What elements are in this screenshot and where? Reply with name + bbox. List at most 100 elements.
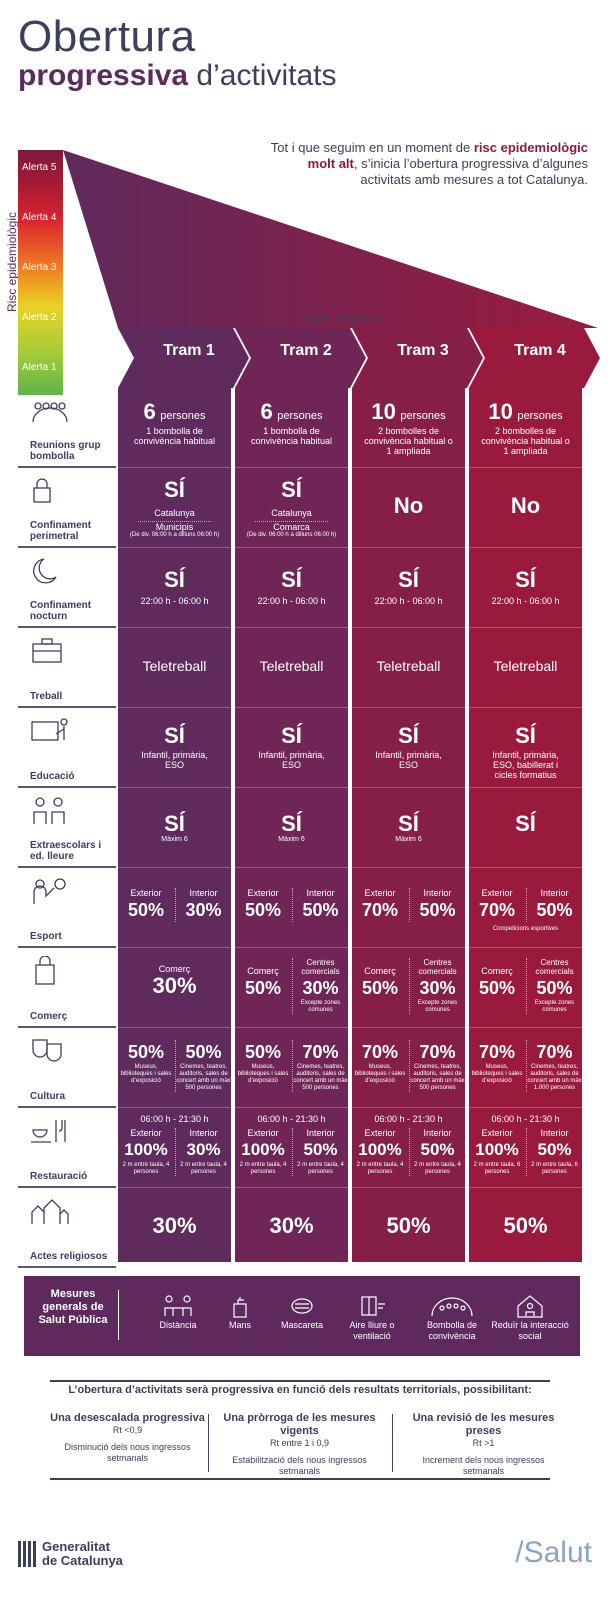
cell-treball: Teletreball [118,628,231,708]
theatre-masks-icon [30,1036,70,1066]
cell-religiosos: 50% [469,1188,582,1268]
cell-extraescolars: SÍ Màxim 6 [235,788,348,868]
cell-cultura: 50% Museus, biblioteques i sales d’exposi… [118,1028,231,1108]
measures-title: Mesures generals de Salut Pública [38,1288,108,1326]
padlock-icon [30,476,70,506]
cell-reunions: 6 persones 1 bombolla de convivència habi… [118,388,231,468]
measure-1: Distància [138,1292,218,1331]
window-air-icon [332,1292,412,1320]
cell-nocturn: SÍ 22:00 h - 06:00 h [352,548,465,628]
row-label-text: Confinament nocturn [30,600,92,622]
alert-1: Alerta 1 [22,362,57,373]
cell-esport: Exterior 50% Interior 30% [118,868,231,948]
cell-extraescolars: SÍ Màxim 6 [352,788,465,868]
children-icon [30,796,70,826]
cell-esport: Exterior 50% Interior 50% [235,868,348,948]
row-label-text: Extraescolars i ed. lleure [30,840,102,862]
people-group-icon [30,396,70,426]
ball-player-icon [30,876,70,906]
subtitle-bold: progressiva [18,59,189,92]
shopping-bag-icon [30,955,70,986]
teacher-board-icon [30,716,70,746]
risk-axis-label: Risc epidemiològic [5,211,19,313]
row-label-11: Actes religiosos [18,1188,116,1268]
cell-nocturn: SÍ 22:00 h - 06:00 h [118,548,231,628]
cell-religiosos: 30% [118,1188,231,1268]
cell-cultura: 70% Museus, biblioteques i sales d’exposi… [469,1028,582,1108]
cell-perimetral: SÍ Catalunya Municipis (De div. 06:00 h a d… [118,468,231,548]
measure-2: Mans [200,1292,280,1331]
cell-perimetral: No [469,468,582,548]
row-label-text: Confinament perimetral [30,520,92,542]
cell-nocturn: SÍ 22:00 h - 06:00 h [469,548,582,628]
footnote-col-1: Una desescalada progressiva Rt <0,9 Dismin… [50,1412,205,1463]
risk-scale: Alerta 5 Alerta 4 Alerta 3 Alerta 2 Aler… [18,150,63,395]
footnote-box: L’obertura d’activitats serà progressiva… [50,1380,554,1480]
cell-nocturn: SÍ 22:00 h - 06:00 h [235,548,348,628]
tram-2-column [235,388,348,1262]
mask-icon [262,1292,342,1320]
generalitat-logo-text: Generalitat de Catalunya [18,1540,123,1568]
measure-6: Reduïr la interacció social [490,1292,570,1342]
cell-treball: Teletreball [352,628,465,708]
measure-5: Bombolla de convivència [412,1292,492,1342]
cell-reunions: 10 persones 2 bombolles de convivència ha… [352,388,465,468]
row-label-text: Comerç [30,1011,68,1022]
cell-restauracio: 06:00 h - 21:30 h Exterior 100% 2 m entre t… [118,1108,231,1188]
cell-educacio: SÍ Infantil, primària, ESO [118,708,231,788]
timeline-label: Línia temporal [300,310,383,325]
row-label-text: Treball [30,691,63,702]
salut-logo: /Salut [515,1536,592,1569]
tram-1-column [118,388,231,1262]
page-subtitle: progressiva d’activitats [18,58,336,94]
row-label-5: Educació [18,708,116,788]
cell-reunions: 6 persones 1 bombolla de convivència habi… [235,388,348,468]
cell-restauracio: 06:00 h - 21:30 h Exterior 100% 2 m entre t… [469,1108,582,1188]
row-label-9: Cultura [18,1028,116,1108]
page-title: Obertura [18,12,196,61]
risk-wedge-graphic [63,150,600,388]
cell-comerc: Comerç 50% Centres comercials 50% Excepte zo… [469,948,582,1028]
cell-comerc: Comerç 50% Centres comercials 30% Excepte zo… [235,948,348,1028]
cell-comerc: Comerç 30% [118,948,231,1028]
measure-3: Mascareta [262,1292,342,1331]
row-label-4: Treball [18,628,116,708]
cell-comerc: Comerç 50% Centres comercials 30% Excepte zo… [352,948,465,1028]
cell-restauracio: 06:00 h - 21:30 h Exterior 100% 2 m entre t… [235,1108,348,1188]
alert-5: Alerta 5 [22,162,57,173]
cell-cultura: 50% Museus, biblioteques i sales d’exposi… [235,1028,348,1108]
tram-4-label: Tram 4 [514,342,566,359]
cell-religiosos: 30% [235,1188,348,1268]
subtitle-rest: d’activitats [188,59,337,92]
cell-reunions: 10 persones 2 bombolles de convivència ha… [469,388,582,468]
tram-3-label: Tram 3 [397,342,449,359]
cell-educacio: SÍ Infantil, primària, ESO [235,708,348,788]
moon-icon [30,556,70,586]
row-label-2: Confinament perimetral [18,468,116,548]
intro-text: Tot i que seguim en un moment de risc ep… [270,140,588,187]
row-label-8: Comerç [18,948,116,1028]
cell-educacio: SÍ Infantil, primària, ESO [352,708,465,788]
tram-2-label: Tram 2 [280,342,332,359]
row-label-text: Educació [30,771,75,782]
row-label-text: Cultura [30,1091,65,1102]
cell-treball: Teletreball [235,628,348,708]
measures-panel: Mesures generals de Salut Pública Distàn… [24,1276,580,1356]
tram-3-column [352,388,465,1262]
row-label-3: Confinament nocturn [18,548,116,628]
cell-educacio: SÍ Infantil, primària, ESO, babillerat i … [469,708,582,788]
row-label-1: Reunions grup bombolla [18,388,116,468]
row-label-10: Restauració [18,1108,116,1188]
cell-extraescolars: SÍ [469,788,582,868]
row-label-7: Esport [18,868,116,948]
alert-4: Alerta 4 [22,212,57,223]
hand-soap-icon [200,1292,280,1320]
tram-1-label: Tram 1 [163,342,215,359]
cell-esport: Exterior 70% Interior 50% Competicions espor… [469,868,582,948]
cell-perimetral: No [352,468,465,548]
cell-esport: Exterior 70% Interior 50% [352,868,465,948]
distance-icon [138,1292,218,1320]
generalitat-emblem-icon [18,1541,36,1567]
footnote-col-3: Una revisió de les mesures preses Rt >1 In… [412,1412,555,1476]
tram-4-column [469,388,582,1262]
